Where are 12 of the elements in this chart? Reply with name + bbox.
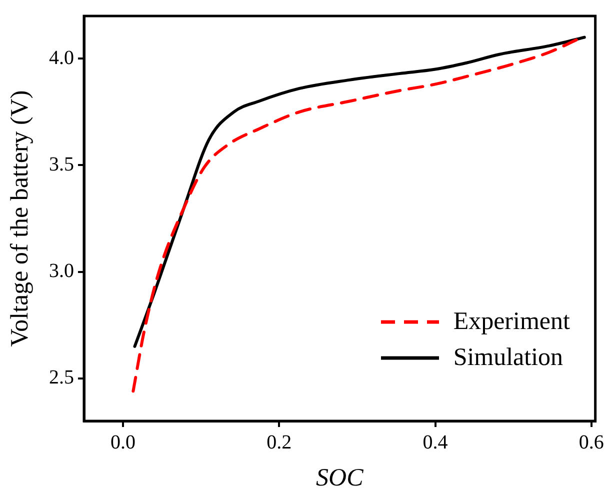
y-tick-label: 2.5 — [49, 366, 74, 389]
x-tick-label: 0.0 — [110, 431, 136, 454]
legend-label: Simulation — [453, 344, 564, 372]
y-tick-label: 3.5 — [49, 153, 74, 176]
legend-label: Experiment — [453, 308, 570, 336]
x-tick-label: 0.6 — [578, 431, 604, 454]
y-axis-title: Voltage of the battery (V) — [6, 90, 34, 347]
x-axis-title: SOC — [316, 464, 364, 492]
y-tick-label: 3.0 — [49, 260, 74, 282]
x-tick-label: 0.4 — [422, 431, 448, 454]
x-tick-label: 0.2 — [266, 431, 292, 454]
y-tick-label: 4.0 — [49, 46, 74, 69]
